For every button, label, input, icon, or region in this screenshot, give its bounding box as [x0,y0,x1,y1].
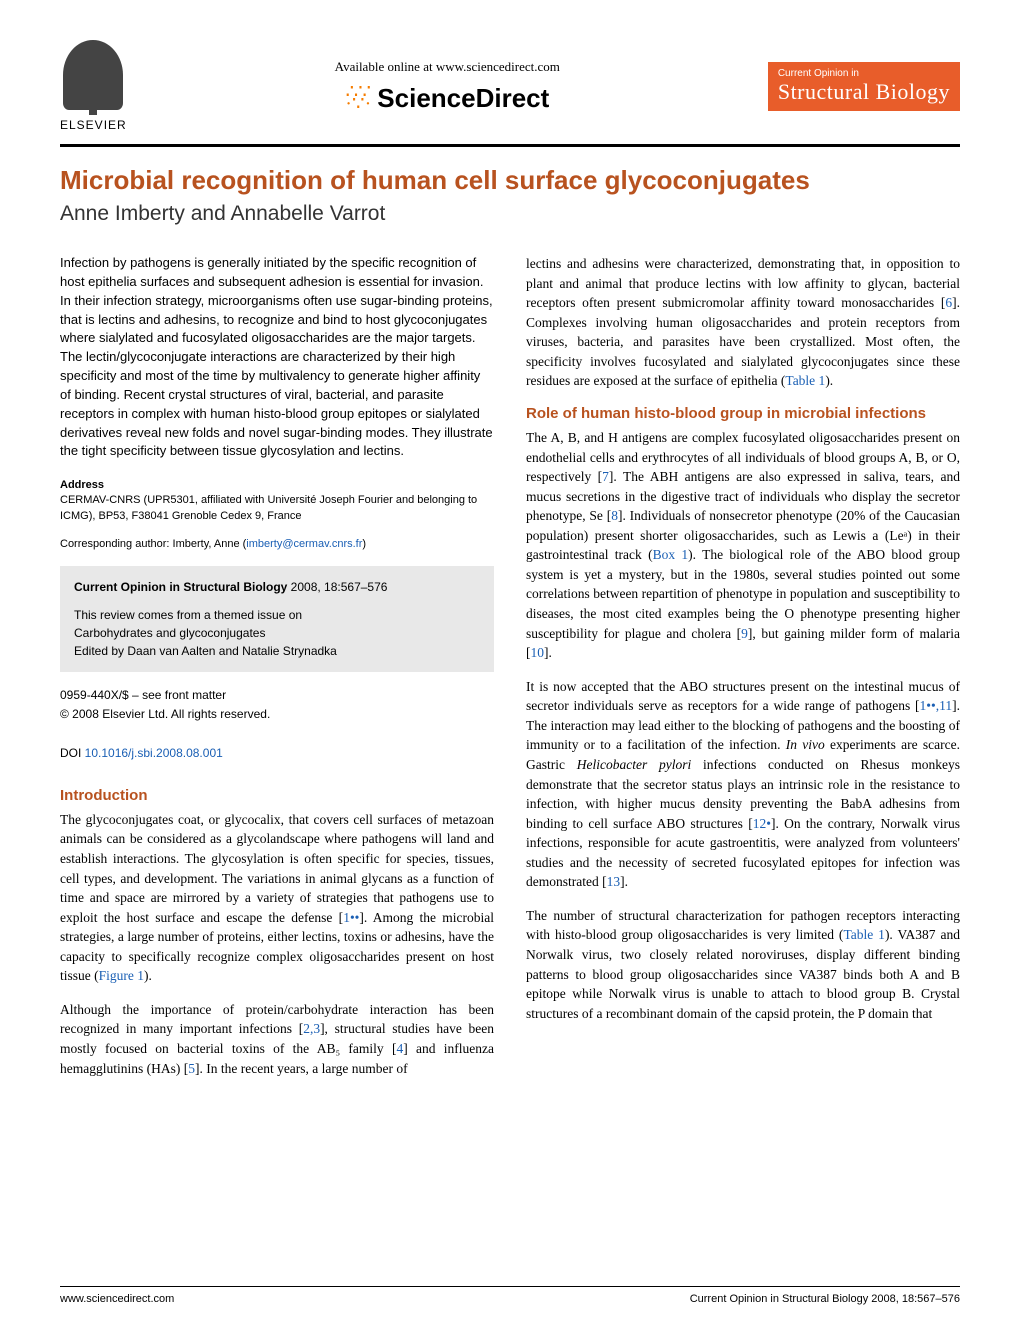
citation-info-box: Current Opinion in Structural Biology 20… [60,566,494,672]
intro-p2-d: ]. In the recent years, a large number o… [195,1061,408,1076]
page-header: ELSEVIER Available online at www.science… [60,40,960,147]
role-p2-f: ]. [620,874,628,889]
issn-line: 0959-440X/$ – see front matter [60,686,494,705]
intro-p1-c: ). [144,968,152,983]
role-para-2: It is now accepted that the ABO structur… [526,677,960,892]
table-link[interactable]: Table 1 [785,373,825,388]
sciencedirect-dots-icon: ∴∵·∵· [345,86,371,110]
role-p1-f: ]. [544,645,552,660]
role-p2-a: It is now accepted that the ABO structur… [526,679,960,714]
citation-year-pages: 2008, 18:567–576 [287,580,387,594]
address-header: Address [60,479,494,491]
address-text: CERMAV-CNRS (UPR5301, affiliated with Un… [60,493,494,524]
ref-link[interactable]: 12• [753,816,771,831]
elsevier-tree-icon [63,40,123,110]
box-link[interactable]: Box 1 [653,547,689,562]
journal-prefix: Current Opinion in [778,68,950,79]
ref-link[interactable]: 8 [611,508,618,523]
page-footer: www.sciencedirect.com Current Opinion in… [60,1286,960,1305]
doi-line: DOI 10.1016/j.sbi.2008.08.001 [60,744,494,763]
publisher-logo-block: ELSEVIER [60,40,127,132]
corresponding-author: Corresponding author: Imberty, Anne (imb… [60,538,494,550]
corresponding-email-link[interactable]: imberty@cermav.cnrs.fr [246,538,362,550]
ref-link[interactable]: 1•• [343,910,359,925]
left-column: Infection by pathogens is generally init… [60,254,494,1092]
role-para-3: The number of structural characterizatio… [526,906,960,1023]
copyright-line: © 2008 Elsevier Ltd. All rights reserved… [60,705,494,724]
journal-badge: Current Opinion in Structural Biology [768,62,960,111]
authors: Anne Imberty and Annabelle Varrot [60,202,960,226]
corresponding-prefix: Corresponding author: Imberty, Anne ( [60,538,246,550]
table-link[interactable]: Table 1 [843,927,885,942]
two-column-layout: Infection by pathogens is generally init… [60,254,960,1092]
sciencedirect-label: ScienceDirect [377,83,549,114]
ref-link[interactable]: 9 [741,626,748,641]
right-column: lectins and adhesins were characterized,… [526,254,960,1092]
intro-p1-a: The glycoconjugates coat, or glycocalix,… [60,812,494,925]
role-header: Role of human histo-blood group in micro… [526,405,960,422]
sciencedirect-logo: ∴∵·∵· ScienceDirect [335,83,560,114]
role-para-1: The A, B, and H antigens are complex fuc… [526,428,960,663]
doi-label: DOI [60,746,85,760]
intro-para-2: Although the importance of protein/carbo… [60,1000,494,1078]
ref-link[interactable]: 2,3 [303,1021,320,1036]
front-matter-block: 0959-440X/$ – see front matter © 2008 El… [60,686,494,763]
role-p2-italic2: Helicobacter pylori [577,757,691,772]
theme-line-3: Edited by Daan van Aalten and Natalie St… [74,642,480,660]
footer-right: Current Opinion in Structural Biology 20… [690,1293,960,1305]
citation-journal: Current Opinion in Structural Biology [74,580,287,594]
corresponding-suffix: ) [362,538,366,550]
article-title: Microbial recognition of human cell surf… [60,165,960,196]
ref-link[interactable]: 13 [607,874,621,889]
introduction-header: Introduction [60,787,494,804]
figure-link[interactable]: Figure 1 [99,968,144,983]
intro-para-1: The glycoconjugates coat, or glycocalix,… [60,810,494,986]
theme-line-1: This review comes from a themed issue on [74,606,480,624]
ref-link[interactable]: 7 [602,469,609,484]
journal-name: Structural Biology [778,79,950,105]
role-p2-italic: In vivo [786,737,825,752]
abstract-text: Infection by pathogens is generally init… [60,254,494,461]
footer-left: www.sciencedirect.com [60,1293,174,1305]
ref-link[interactable]: 5 [188,1061,195,1076]
doi-link[interactable]: 10.1016/j.sbi.2008.08.001 [85,746,223,760]
right-para-1: lectins and adhesins were characterized,… [526,254,960,391]
ref-link[interactable]: 10 [531,645,545,660]
citation-line: Current Opinion in Structural Biology 20… [74,578,480,596]
ref-link[interactable]: 1••,11 [920,698,953,713]
sciencedirect-block: Available online at www.sciencedirect.co… [335,59,560,114]
publisher-name: ELSEVIER [60,118,127,132]
theme-line-2: Carbohydrates and glycoconjugates [74,624,480,642]
r-p1-c: ). [825,373,833,388]
available-online-text: Available online at www.sciencedirect.co… [335,59,560,75]
r-p1-a: lectins and adhesins were characterized,… [526,256,960,310]
